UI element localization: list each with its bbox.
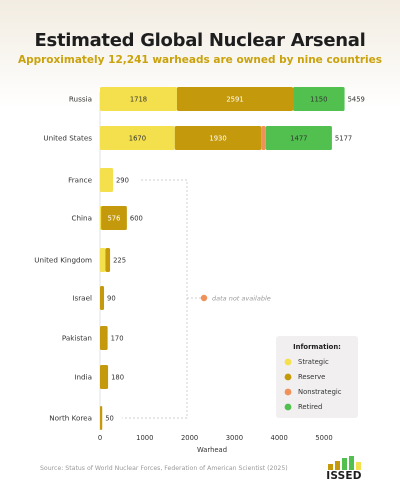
logo-bars-icon xyxy=(328,456,361,470)
legend-label: Reserve xyxy=(298,373,325,381)
bar-segment-reserve xyxy=(176,87,294,111)
total-value-label: 50 xyxy=(105,415,114,423)
category-label: France xyxy=(68,176,92,185)
x-tick-label: 5000 xyxy=(315,434,332,442)
issed-logo: ISSED xyxy=(324,456,364,482)
legend-label: Strategic xyxy=(298,358,329,366)
bar-segment-reserve xyxy=(174,126,262,150)
chart-subtitle: Approximately 12,241 warheads are owned … xyxy=(17,54,383,66)
total-value-label: 600 xyxy=(130,215,143,223)
segment-value-label: 1718 xyxy=(130,96,147,104)
total-value-label: 5459 xyxy=(348,96,365,104)
legend-swatch-strategic xyxy=(284,358,292,366)
bar-segment-reserve xyxy=(100,406,103,430)
bar-segment-strategic xyxy=(100,206,102,230)
total-value-label: 180 xyxy=(111,374,124,382)
x-tick-label: 4000 xyxy=(271,434,288,442)
category-label: Russia xyxy=(69,95,92,104)
source-note: Source: Status of World Nuclear Forces, … xyxy=(40,465,288,472)
bar-segment-retired xyxy=(293,87,345,111)
legend: Information: Strategic Reserve Nonstrategic… xyxy=(276,336,358,418)
total-value-label: 290 xyxy=(116,177,129,185)
x-tick-label: 2000 xyxy=(181,434,198,442)
total-value-label: 90 xyxy=(107,295,116,303)
category-label: China xyxy=(71,214,92,223)
total-value-label: 170 xyxy=(111,335,124,343)
not-available-annotation: data not available xyxy=(212,295,271,303)
category-label: Israel xyxy=(72,294,92,303)
segment-value-label: 1670 xyxy=(129,135,146,143)
not-available-bracket xyxy=(122,179,188,419)
bar-segment-reserve xyxy=(100,326,108,350)
category-label: United States xyxy=(43,134,92,143)
bar-segment-nonstrategic xyxy=(261,126,266,150)
bar-segment-retired xyxy=(265,126,332,150)
legend-swatch-nonstrategic xyxy=(284,388,292,396)
bar-segment-strategic xyxy=(100,168,113,192)
logo-text: ISSED xyxy=(326,470,362,482)
segment-value-label: 576 xyxy=(107,215,120,223)
legend-swatch-reserve xyxy=(284,373,292,381)
not-available-marker xyxy=(200,294,208,302)
total-value-label: 5177 xyxy=(335,135,352,143)
bar-segment-reserve xyxy=(101,206,127,230)
x-tick-label: 1000 xyxy=(136,434,153,442)
legend-box xyxy=(276,336,358,418)
segment-value-label: 1150 xyxy=(310,96,327,104)
legend-swatch-retired xyxy=(284,403,292,411)
segment-value-label: 1477 xyxy=(290,135,307,143)
bar-segment-reserve xyxy=(100,286,105,310)
segment-value-label: 1930 xyxy=(209,135,226,143)
segment-value-label: 2591 xyxy=(226,96,243,104)
bar-segment-reserve xyxy=(105,248,111,272)
x-tick-label: 3000 xyxy=(226,434,243,442)
total-value-label: 225 xyxy=(113,257,126,265)
legend-title: Information: xyxy=(293,343,341,351)
category-label: Pakistan xyxy=(62,334,92,343)
x-axis-label: Warhead xyxy=(197,446,227,454)
bar-segment-strategic xyxy=(100,126,175,150)
legend-label: Nonstrategic xyxy=(298,388,342,396)
x-tick-label: 0 xyxy=(98,434,102,442)
bar-segment-reserve xyxy=(100,365,109,389)
bar-segment-strategic xyxy=(100,248,106,272)
legend-label: Retired xyxy=(298,403,322,411)
category-label: North Korea xyxy=(49,414,92,423)
bar-segment-strategic xyxy=(100,87,177,111)
category-label: India xyxy=(74,373,92,382)
category-label: United Kingdom xyxy=(34,256,92,265)
chart-title: Estimated Global Nuclear Arsenal xyxy=(34,30,366,51)
